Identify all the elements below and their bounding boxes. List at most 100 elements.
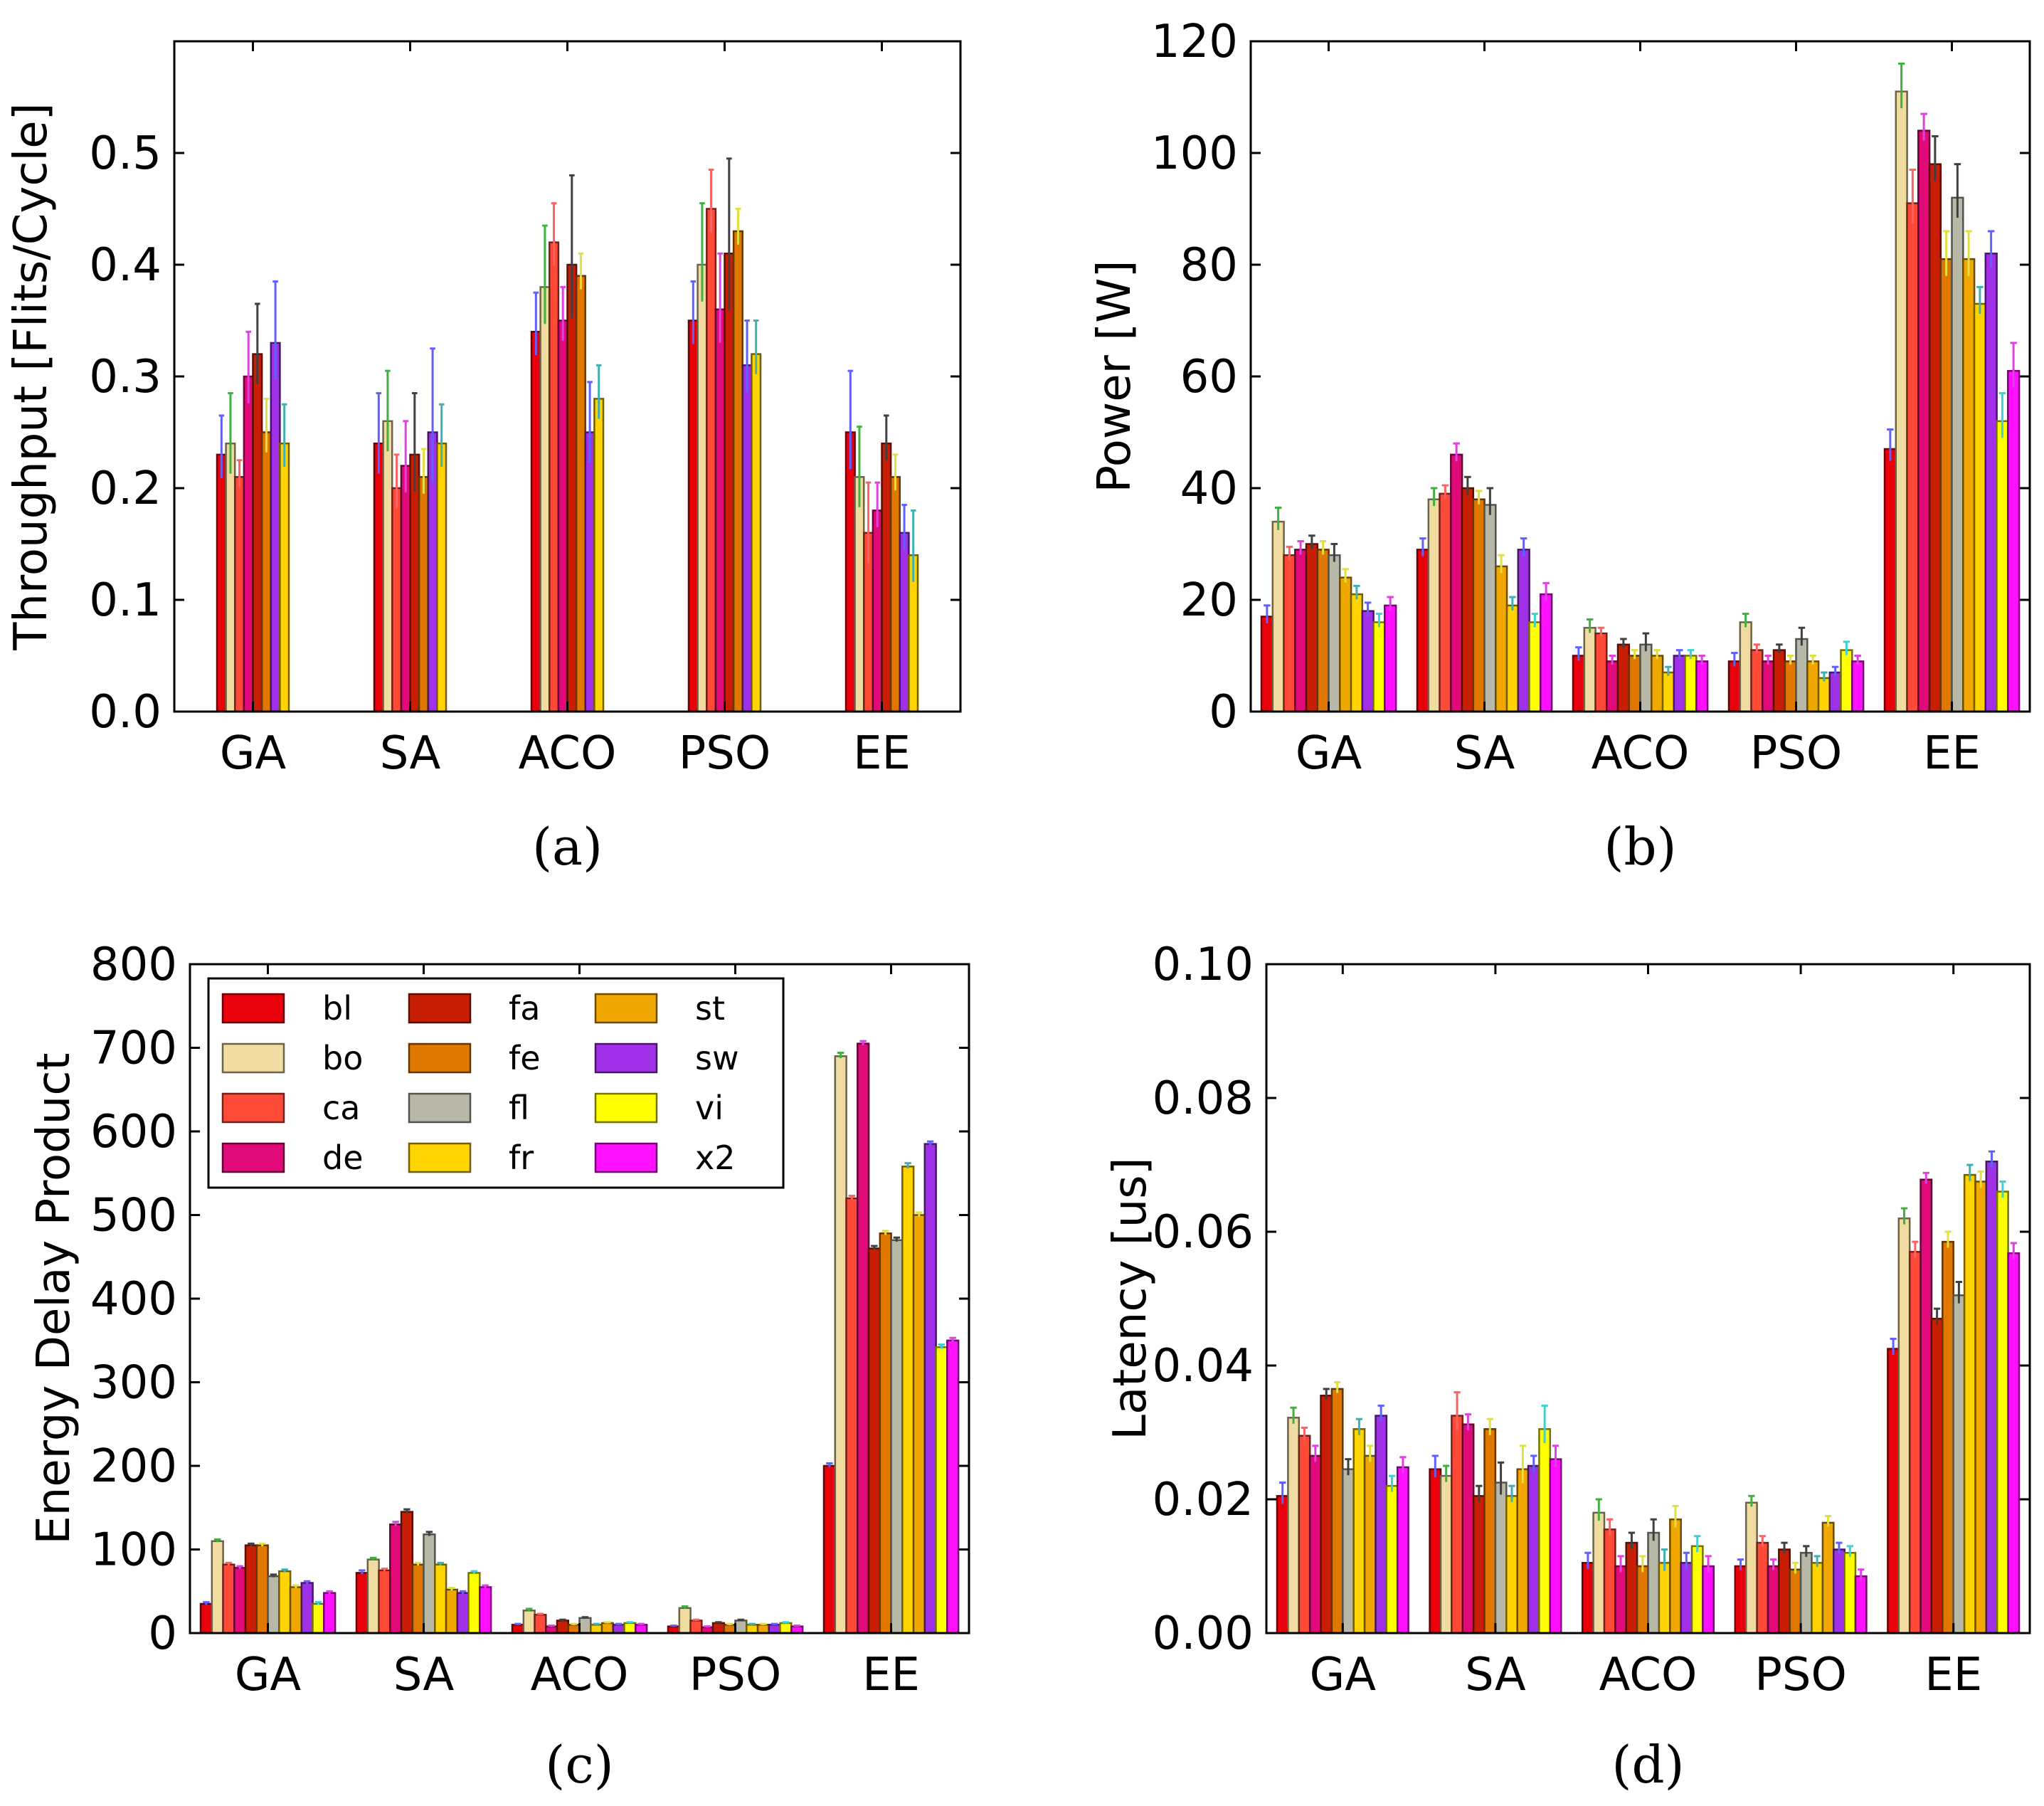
- bar-vi-ACO: [1684, 655, 1698, 713]
- bar-bl-GA: [216, 453, 227, 713]
- bar-vi-EE: [1996, 420, 2009, 713]
- y-tick-label: 0.2: [89, 463, 161, 515]
- bar-fe-PSO: [1789, 1568, 1802, 1635]
- y-tick-label: 0.1: [89, 574, 161, 627]
- bar-x2-ACO: [1702, 1565, 1715, 1635]
- bar-fe-SA: [418, 476, 429, 713]
- bar-bo-EE: [854, 476, 865, 713]
- bar-st-ACO: [1669, 1518, 1682, 1635]
- bar-bl-SA: [1429, 1468, 1442, 1635]
- bar-fa-PSO: [1772, 649, 1786, 713]
- bar-x2-EE: [2007, 1252, 2021, 1635]
- bar-bl-GA: [1276, 1495, 1289, 1635]
- bar-vi-GA: [1372, 621, 1386, 713]
- x-tick-label: PSO: [1750, 727, 1843, 780]
- bar-vi-EE: [1996, 1190, 2009, 1635]
- bar-fe-GA: [1316, 549, 1330, 713]
- bar-fr-PSO: [1811, 1562, 1824, 1635]
- bar-sw-SA: [456, 1592, 470, 1635]
- bar-st-ACO: [1651, 655, 1664, 713]
- bar-de-GA: [243, 375, 254, 713]
- panel-label: (b): [1604, 817, 1676, 877]
- x-tick-label: GA: [1296, 727, 1362, 780]
- bar-vi-GA: [312, 1602, 325, 1635]
- bar-x2-ACO: [635, 1624, 648, 1635]
- bar-fe-GA: [255, 1544, 269, 1635]
- bar-de-ACO: [1606, 660, 1619, 713]
- bar-fe-EE: [1939, 258, 1953, 713]
- legend-label-ca: ca: [322, 1089, 360, 1127]
- bar-fl-PSO: [1799, 1551, 1813, 1635]
- bar-x2-SA: [1549, 1458, 1562, 1635]
- bar-sw-ACO: [1680, 1562, 1693, 1635]
- bar-sw-ACO: [1673, 655, 1686, 713]
- bar-sw-SA: [1527, 1464, 1540, 1635]
- y-tick-label: 120: [1151, 16, 1238, 68]
- y-tick-label: 80: [1180, 239, 1238, 292]
- legend-label-fe: fe: [509, 1039, 541, 1077]
- bar-fa-EE: [1928, 163, 1942, 713]
- bar-fl-SA: [1483, 504, 1497, 713]
- bar-bl-SA: [373, 442, 384, 713]
- bar-fe-PSO: [1784, 660, 1797, 713]
- x-tick-label: SA: [380, 727, 441, 780]
- bar-bl-PSO: [1734, 1565, 1747, 1635]
- legend-label-x2: x2: [695, 1139, 736, 1177]
- bar-bo-ACO: [1592, 1511, 1606, 1635]
- x-tick-label: GA: [1310, 1649, 1377, 1701]
- y-tick-label: 0.02: [1153, 1474, 1254, 1526]
- y-tick-label: 500: [90, 1190, 177, 1242]
- y-tick-label: 0.08: [1153, 1072, 1254, 1125]
- y-tick-label: 0.4: [89, 239, 161, 292]
- bar-x2-PSO: [1854, 1575, 1868, 1635]
- bar-st-EE: [912, 1214, 926, 1635]
- bar-fa-GA: [1320, 1395, 1333, 1635]
- bar-fr-PSO: [751, 353, 762, 713]
- bar-fa-SA: [400, 1511, 414, 1635]
- bar-sw-EE: [1984, 253, 1998, 713]
- bar-bl-PSO: [687, 320, 699, 713]
- y-tick-label: 100: [1151, 127, 1238, 180]
- bar-fe-GA: [1330, 1388, 1344, 1635]
- bar-de-EE: [857, 1042, 870, 1635]
- y-tick-label: 100: [90, 1524, 177, 1577]
- y-axis-title: Latency [us]: [1104, 1157, 1157, 1440]
- bar-fr-GA: [279, 442, 290, 713]
- bar-fr-SA: [1505, 1495, 1518, 1635]
- bar-vi-PSO: [1840, 649, 1853, 713]
- bar-ca-EE: [1906, 202, 1919, 713]
- bar-fr-ACO: [590, 1624, 603, 1635]
- bar-vi-ACO: [1690, 1545, 1704, 1635]
- bar-de-GA: [1294, 549, 1308, 713]
- y-tick-label: 600: [90, 1106, 177, 1158]
- legend-label-bl: bl: [322, 989, 352, 1028]
- bar-fa-EE: [1930, 1317, 1944, 1635]
- bar-bl-ACO: [511, 1624, 525, 1635]
- bar-sw-GA: [300, 1582, 314, 1635]
- bar-de-SA: [1450, 453, 1463, 713]
- bar-ca-EE: [845, 1197, 859, 1635]
- bar-ca-ACO: [549, 241, 560, 713]
- x-tick-label: PSO: [679, 727, 771, 780]
- bar-bl-SA: [355, 1572, 369, 1635]
- bar-de-ACO: [557, 320, 568, 713]
- y-tick-label: 40: [1180, 463, 1238, 515]
- bar-fa-GA: [1305, 543, 1319, 713]
- y-tick-label: 0.10: [1153, 939, 1254, 991]
- bar-ca-PSO: [689, 1620, 703, 1635]
- panel-label: (c): [545, 1735, 614, 1795]
- bar-ca-GA: [222, 1563, 235, 1635]
- bar-bo-GA: [211, 1540, 224, 1635]
- bar-ca-EE: [1908, 1250, 1922, 1635]
- bar-bl-SA: [1416, 549, 1430, 713]
- bar-bo-ACO: [539, 286, 551, 713]
- bar-fr-PSO: [1817, 677, 1831, 713]
- bar-fl-EE: [890, 1239, 904, 1635]
- legend-swatch-fr: [408, 1142, 472, 1173]
- legend-swatch-fl: [408, 1092, 472, 1124]
- y-axis-title: Throughput [Flits/Cycle]: [5, 102, 58, 650]
- y-tick-label: 400: [90, 1273, 177, 1326]
- bar-ca-PSO: [1756, 1541, 1769, 1635]
- y-tick-label: 0.3: [89, 351, 161, 403]
- bar-fa-GA: [252, 353, 263, 713]
